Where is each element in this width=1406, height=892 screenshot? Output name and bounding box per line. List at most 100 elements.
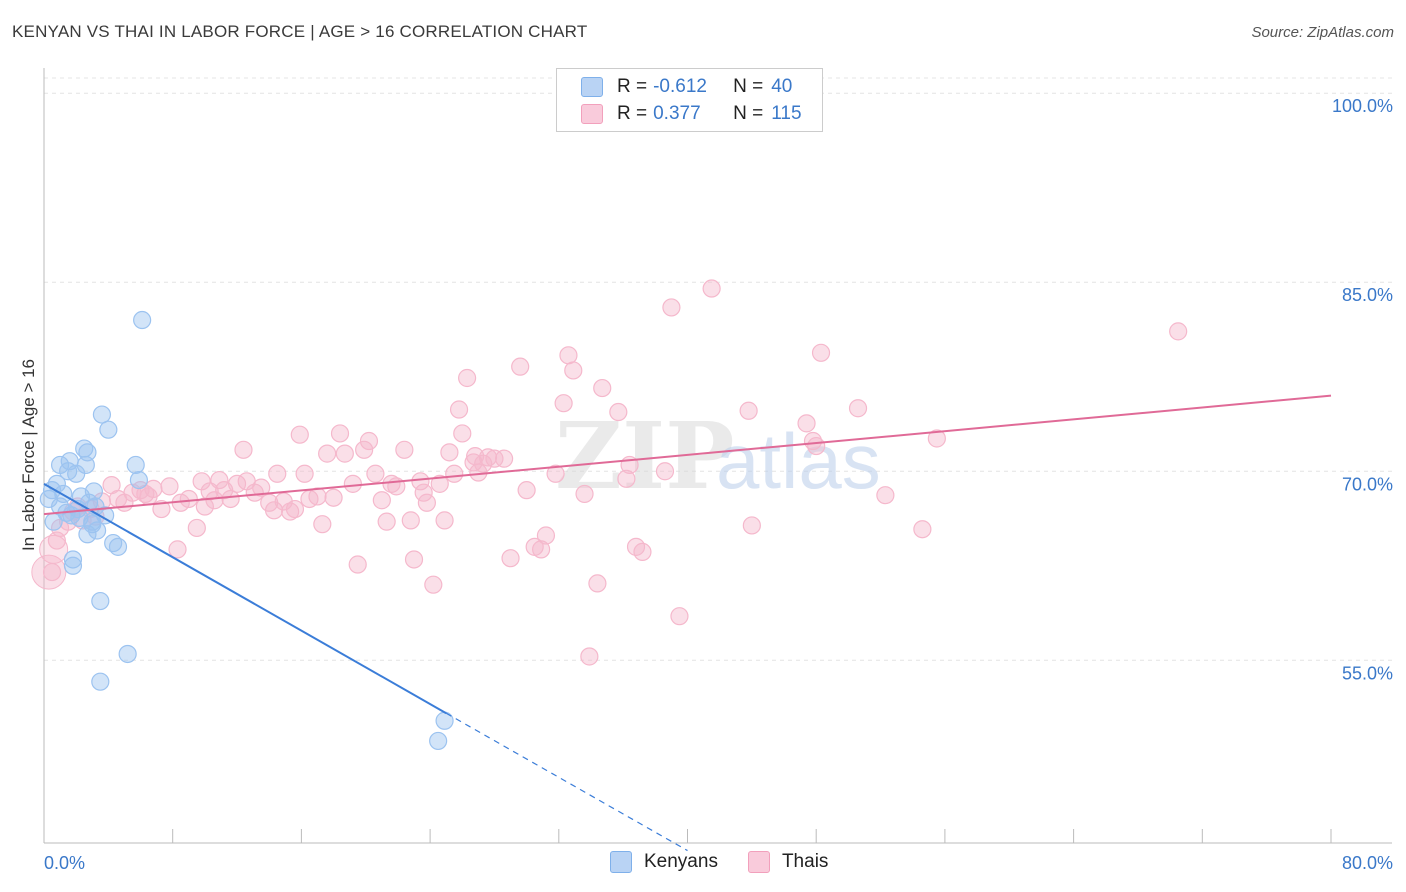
kenyans-swatch — [610, 851, 632, 873]
tick-labels: 55.0% 70.0% 85.0% 100.0% 0.0% 80.0% — [44, 96, 1393, 873]
thai-point — [221, 489, 240, 509]
thai-point — [401, 511, 420, 530]
trendlines — [43, 394, 1332, 852]
thai-point — [411, 472, 430, 491]
legend-label-thais: Thais — [781, 851, 829, 872]
kenyan-point — [91, 591, 110, 611]
kenyan-point — [63, 550, 83, 569]
thai-point — [160, 477, 179, 496]
thai-point — [495, 449, 514, 468]
kenyan-point — [108, 537, 128, 556]
thai-point — [478, 448, 498, 467]
gridlines — [44, 77, 1392, 661]
thai-point — [31, 554, 67, 590]
series-legend: Kenyans Thais — [610, 851, 858, 873]
thai-point — [633, 542, 652, 562]
kenyan-point — [83, 512, 102, 531]
kenyans-swatch — [581, 77, 603, 97]
thai-point — [913, 520, 932, 539]
thai-point — [554, 394, 573, 413]
thai-point — [395, 440, 414, 459]
thai-point — [295, 464, 314, 483]
thai-point — [449, 400, 469, 419]
thai-point — [139, 487, 158, 506]
thai-point — [739, 401, 758, 420]
n-label: N = — [733, 76, 764, 97]
thai-point — [372, 491, 391, 510]
thai-point — [445, 464, 464, 483]
thai-point — [702, 279, 721, 298]
kenyan-points — [39, 310, 454, 751]
thai-point — [417, 493, 436, 512]
thai-point — [440, 443, 459, 462]
kenyan-trendline — [43, 482, 447, 715]
thai-point — [927, 429, 946, 448]
thai-point — [532, 540, 551, 559]
thai-point — [464, 453, 483, 472]
kenyan-point — [129, 470, 149, 490]
kenyan-point — [91, 672, 110, 691]
thais-swatch — [747, 851, 770, 873]
y-tick-label: 70.0% — [1342, 474, 1393, 494]
thai-point — [430, 474, 449, 493]
svg-text:ZIP: ZIP — [555, 402, 734, 510]
thai-point — [876, 486, 895, 505]
thai-point — [330, 424, 350, 443]
n-value: 40 — [771, 76, 793, 97]
thai-point — [366, 464, 385, 483]
thai-point — [187, 518, 206, 538]
thai-point — [453, 424, 472, 443]
thai-point — [318, 444, 337, 463]
thai-point — [536, 526, 556, 545]
svg-text:atlas: atlas — [716, 417, 881, 505]
kenyan-point — [133, 310, 152, 330]
thai-point — [152, 499, 171, 519]
thai-point — [210, 470, 229, 490]
thai-point — [807, 436, 826, 456]
x-tick-label: 0.0% — [44, 853, 85, 873]
thai-point — [404, 550, 424, 569]
thai-point — [811, 343, 831, 362]
thai-point — [501, 549, 520, 568]
kenyan-trendline-extension — [445, 712, 688, 852]
r-label: R = — [617, 76, 648, 97]
thai-point — [359, 431, 379, 451]
legend-row-thais: R = 0.377 N = 115 — [581, 102, 802, 126]
thai-point — [377, 512, 396, 531]
chart-title: KENYAN VS THAI IN LABOR FORCE | AGE > 16… — [12, 22, 588, 41]
kenyan-point — [63, 556, 83, 575]
r-value: -0.612 — [653, 76, 707, 97]
thai-trendline — [43, 394, 1332, 516]
thai-point — [343, 474, 362, 493]
thai-point — [485, 449, 504, 468]
thai-point — [593, 378, 612, 398]
thai-point — [168, 540, 187, 559]
kenyan-point — [87, 521, 107, 540]
thai-point — [285, 499, 305, 519]
r-label: R = — [617, 103, 648, 124]
watermark: ZIP atlas — [555, 402, 881, 510]
thai-point — [742, 516, 761, 535]
n-label: N = — [733, 103, 764, 124]
r-value: 0.377 — [653, 103, 701, 124]
thai-point — [564, 361, 583, 380]
thai-point — [179, 489, 198, 509]
axes — [43, 68, 1392, 844]
thai-point — [848, 399, 868, 418]
kenyan-point — [429, 731, 448, 751]
thai-point — [192, 472, 211, 491]
thai-point — [559, 346, 578, 365]
thai-point — [252, 478, 271, 497]
y-tick-label: 55.0% — [1342, 663, 1393, 683]
x-tick-label: 80.0% — [1342, 853, 1393, 873]
legend-item-kenyans[interactable]: Kenyans — [610, 851, 718, 873]
thai-point — [580, 647, 599, 666]
y-tick-label: 100.0% — [1332, 96, 1393, 116]
thai-point — [517, 481, 536, 500]
thai-point — [617, 469, 636, 488]
thai-point — [414, 483, 433, 502]
thai-point — [609, 402, 628, 422]
legend-item-thais[interactable]: Thais — [747, 851, 829, 873]
thai-point — [313, 515, 332, 534]
thai-point — [268, 464, 287, 483]
